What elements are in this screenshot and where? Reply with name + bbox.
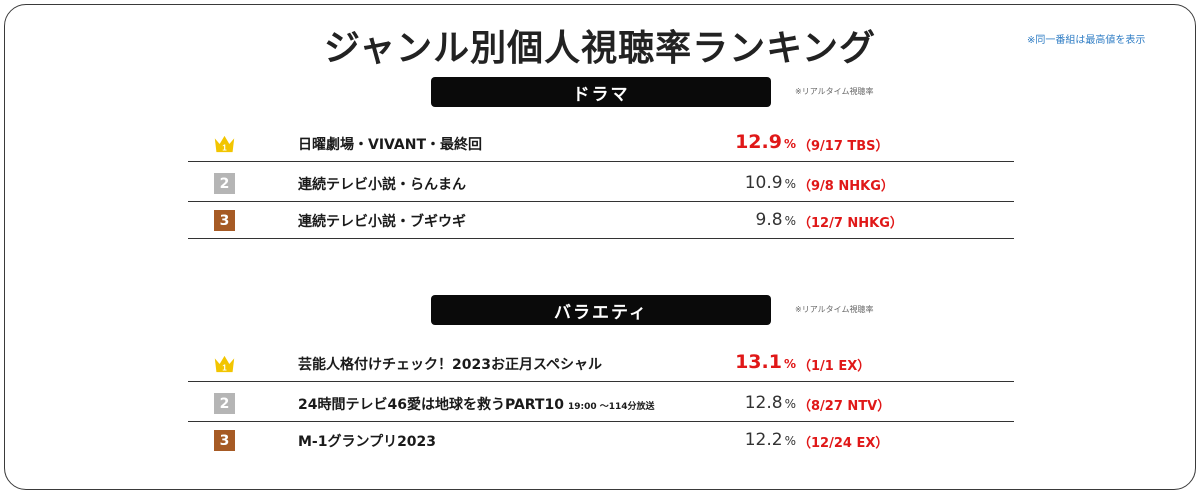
dedupe-note: ※同一番組は最高値を表示 bbox=[1027, 35, 1146, 46]
broadcast-detail: （12/24 EX） bbox=[798, 436, 889, 451]
broadcast-detail: （8/27 NTV） bbox=[798, 399, 891, 414]
rank-badge-silver: 2 bbox=[214, 393, 235, 414]
rating-value: 9.8% bbox=[755, 210, 796, 230]
program-title: 連続テレビ小説・らんまん bbox=[298, 177, 466, 193]
rating-value: 13.1% bbox=[735, 351, 796, 373]
ranking-row: 2 連続テレビ小説・らんまん 10.9% （9/8 NHKG） bbox=[188, 165, 1014, 202]
program-title: 芸能人格付けチェック！2023お正月スペシャル bbox=[298, 357, 602, 373]
ranking-row: 3 連続テレビ小説・ブギウギ 9.8% （12/7 NHKG） bbox=[188, 202, 1014, 239]
page-title: ジャンル別個人視聴率ランキング bbox=[323, 28, 877, 69]
broadcast-detail: （1/1 EX） bbox=[798, 359, 871, 374]
broadcast-detail: （9/17 TBS） bbox=[798, 139, 889, 154]
rating-value: 10.9% bbox=[744, 173, 796, 193]
section-header: バラエティ bbox=[431, 295, 771, 325]
broadcast-time-note: 19:00 ～114分放送 bbox=[567, 402, 655, 412]
program-title: 日曜劇場・VIVANT・最終回 bbox=[298, 137, 483, 153]
program-title: 24時間テレビ46愛は地球を救うPART10 19:00 ～114分放送 bbox=[298, 397, 655, 413]
broadcast-detail: （9/8 NHKG） bbox=[798, 179, 894, 194]
rank-number: 1 bbox=[222, 363, 227, 372]
broadcast-detail: （12/7 NHKG） bbox=[798, 216, 903, 231]
ranking-card: ジャンル別個人視聴率ランキング ※同一番組は最高値を表示 ドラマ ※リアルタイム… bbox=[4, 4, 1196, 490]
section-header: ドラマ bbox=[431, 77, 771, 107]
rating-value: 12.9% bbox=[735, 131, 796, 153]
rank-badge-bronze: 3 bbox=[214, 430, 235, 451]
program-title: 連続テレビ小説・ブギウギ bbox=[298, 214, 466, 230]
ranking-row: 1 日曜劇場・VIVANT・最終回 12.9% （9/17 TBS） bbox=[188, 125, 1014, 162]
rank-number: 1 bbox=[222, 143, 227, 152]
rank-badge-bronze: 3 bbox=[214, 210, 235, 231]
rating-value: 12.2% bbox=[744, 430, 796, 450]
ranking-row: 1 芸能人格付けチェック！2023お正月スペシャル 13.1% （1/1 EX） bbox=[188, 345, 1014, 382]
section-note: ※リアルタイム視聴率 bbox=[795, 305, 874, 314]
ranking-row: 3 M-1グランプリ2023 12.2% （12/24 EX） bbox=[188, 422, 1014, 459]
section-note: ※リアルタイム視聴率 bbox=[795, 87, 874, 96]
program-title: M-1グランプリ2023 bbox=[298, 434, 437, 450]
rank-badge-silver: 2 bbox=[214, 173, 235, 194]
ranking-row: 2 24時間テレビ46愛は地球を救うPART10 19:00 ～114分放送 12… bbox=[188, 385, 1014, 422]
crown-icon: 1 bbox=[214, 353, 235, 374]
crown-icon: 1 bbox=[214, 133, 235, 154]
rating-value: 12.8% bbox=[744, 393, 796, 413]
